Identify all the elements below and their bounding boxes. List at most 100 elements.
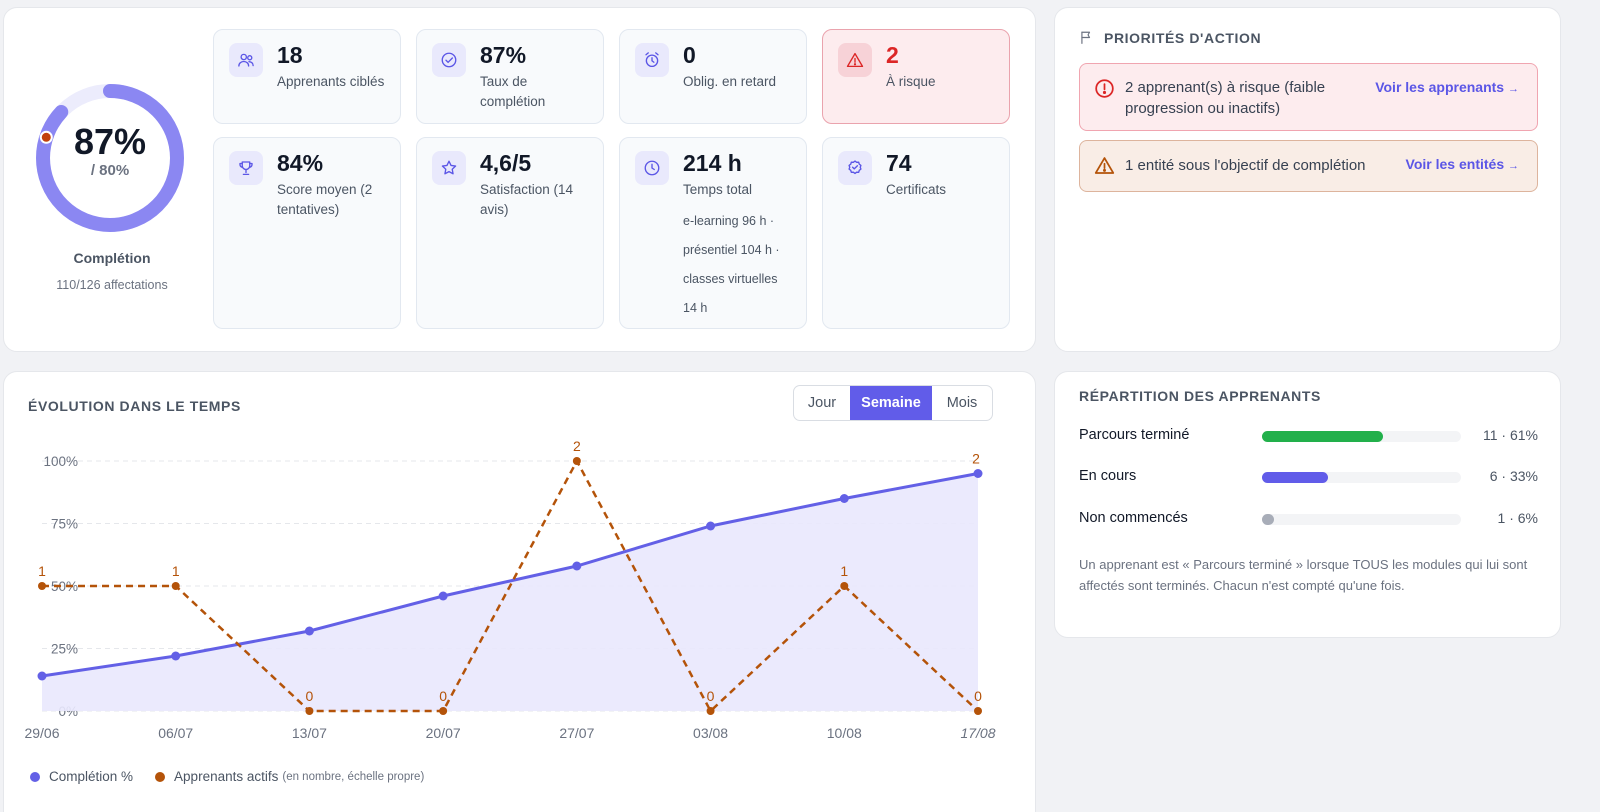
row-value: 11 · 61% (1483, 427, 1538, 443)
completion-point (973, 469, 983, 478)
kpi-value: 74 (886, 150, 912, 176)
chart-legend: Complétion % Apprenants actifs (en nombr… (30, 769, 424, 784)
x-tick-label: 03/08 (693, 725, 728, 741)
kpi-label: À risque (886, 74, 936, 89)
flag-icon (1079, 30, 1093, 50)
y-tick-label: 50% (51, 579, 78, 594)
kpi-value: 18 (277, 42, 303, 68)
link-label: Voir les apprenants (1375, 79, 1505, 95)
link-label: Voir les entités (1405, 156, 1505, 172)
period-selector: Jour Semaine Mois (793, 385, 993, 421)
badge-icon (838, 151, 872, 185)
time-breakdown: e-learning 96 h · présentiel 104 h · cla… (683, 214, 780, 315)
progress-track (1262, 472, 1461, 483)
period-month-button[interactable]: Mois (946, 395, 978, 411)
actifs-point (171, 582, 180, 590)
kpi-certificates[interactable]: 74 Certificats (822, 137, 1010, 329)
kpi-label: Oblig. en retard (683, 74, 777, 89)
legend-actifs: Apprenants actifs (174, 769, 279, 784)
evolution-chart: 0%25%50%75%100%29/06 06/07 13/07 20/07 27/07… (24, 438, 995, 741)
row-label: Non commencés (1079, 510, 1188, 526)
priorities-title: PRIORITÉS D'ACTION (1104, 30, 1262, 46)
completion-point (839, 494, 849, 503)
actifs-point (305, 707, 314, 715)
actifs-data-label: 0 (974, 688, 982, 704)
row-value: 1 · 6% (1497, 510, 1538, 526)
completion-line (41, 472, 979, 678)
actifs-data-label: 1 (172, 563, 180, 579)
kpi-value: 0 (683, 42, 696, 68)
progress-fill (1262, 514, 1274, 525)
clock-icon (635, 151, 669, 185)
repartition-panel: RÉPARTITION DES APPRENANTS Parcours term… (1054, 371, 1561, 638)
actifs-data-label: 0 (439, 688, 447, 704)
kpi-at-risk[interactable]: 2 À risque (822, 29, 1010, 124)
completion-area (42, 473, 978, 711)
actifs-point (706, 707, 715, 715)
arrow-right-icon: → (1508, 160, 1519, 172)
kpi-value: 87% (480, 42, 527, 68)
completion-point (304, 626, 314, 636)
warning-triangle-icon (1094, 155, 1115, 181)
kpi-label: Apprenants ciblés (277, 74, 385, 89)
legend-completion: Complétion % (49, 769, 134, 784)
kpi-satisfaction[interactable]: 4,6/5 Satisfaction (14 avis) (416, 137, 604, 329)
legend-actifs-note: (en nombre, échelle propre) (282, 770, 425, 783)
period-day-button[interactable]: Jour (807, 395, 837, 411)
kpi-learners[interactable]: 18 Apprenants ciblés (213, 29, 401, 124)
repartition-note: Un apprenant est « Parcours terminé » lo… (1079, 557, 1528, 593)
repartition-title: RÉPARTITION DES APPRENANTS (1079, 388, 1321, 404)
completion-donut (36, 84, 184, 232)
kpi-value: 4,6/5 (480, 150, 532, 176)
kpi-label: Certificats (886, 182, 947, 197)
actifs-data-label: 2 (573, 438, 581, 454)
kpi-value: 214 h (683, 150, 742, 176)
alert-text: 1 entité sous l'objectif de complétion (1125, 157, 1366, 174)
donut-target-marker (39, 130, 53, 144)
completion-percent: 87% (73, 121, 147, 162)
warning-triangle-icon (838, 43, 872, 77)
actifs-point (38, 582, 46, 590)
kpi-average-score[interactable]: 84% Score moyen (2 tentatives) (213, 137, 401, 329)
actifs-point (974, 707, 982, 715)
period-week-button[interactable]: Semaine (850, 386, 932, 420)
x-tick-label: 20/07 (426, 725, 461, 741)
kpi-label: Score moyen (2 tentatives) (277, 182, 373, 217)
x-tick-label: 27/07 (559, 725, 594, 741)
star-icon (432, 151, 466, 185)
completion-point (37, 671, 47, 681)
progress-fill (1262, 431, 1384, 442)
repartition-row-finished: Parcours terminé 11 · 61% (1079, 427, 1538, 447)
alert-circle-icon (1094, 78, 1115, 104)
progress-track (1262, 514, 1461, 525)
actifs-line (42, 458, 979, 714)
repartition-row-not-started: Non commencés 1 · 6% (1079, 510, 1538, 530)
see-entities-link[interactable]: Voir les entités → (1406, 156, 1519, 172)
trophy-icon (229, 151, 263, 185)
priorities-panel: PRIORITÉS D'ACTION 2 apprenant(s) à risq… (1054, 7, 1561, 352)
y-tick-label: 25% (51, 642, 78, 657)
completion-point (706, 521, 716, 531)
alert-at-risk: 2 apprenant(s) à risque (faible progress… (1079, 63, 1538, 131)
actifs-point (439, 707, 448, 715)
actifs-point (572, 457, 581, 465)
kpi-total-time[interactable]: 214 h Temps total e-learning 96 h · prés… (619, 137, 807, 329)
kpi-value: 2 (886, 42, 899, 68)
x-tick-label: 17/08 (960, 725, 995, 741)
alert-text: 2 apprenant(s) à risque (faible progress… (1125, 79, 1326, 117)
actifs-data-label: 1 (38, 563, 46, 579)
x-tick-label: 13/07 (292, 725, 327, 741)
completion-target: / 80% (90, 162, 130, 179)
actifs-data-label: 0 (306, 688, 314, 704)
evolution-panel: ÉVOLUTION DANS LE TEMPS Jour Semaine Moi… (3, 371, 1036, 812)
completion-sub: 110/126 affectations (56, 278, 168, 292)
check-circle-icon (432, 43, 466, 77)
progress-fill (1262, 472, 1328, 483)
progress-track (1262, 431, 1461, 442)
x-tick-label: 29/06 (24, 725, 59, 741)
kpi-completion-rate[interactable]: 87% Taux de complétion (416, 29, 604, 124)
see-learners-link[interactable]: Voir les apprenants → (1375, 79, 1519, 95)
kpi-overdue[interactable]: 0 Oblig. en retard (619, 29, 807, 124)
x-tick-label: 06/07 (158, 725, 193, 741)
completion-label: Complétion (73, 250, 151, 266)
